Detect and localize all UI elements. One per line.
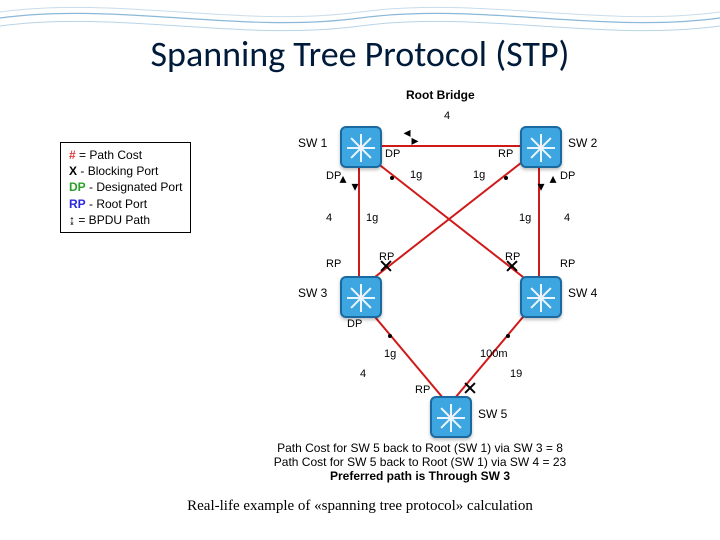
legend-row-rp: RP - Root Port xyxy=(69,196,182,212)
switch-sw3 xyxy=(340,276,382,318)
sw4-label: SW 4 xyxy=(568,286,597,300)
bpdu-dot xyxy=(506,334,510,338)
sw1-label: SW 1 xyxy=(298,136,327,150)
slide-title: Spanning Tree Protocol (STP) xyxy=(0,32,720,76)
switch-sw4 xyxy=(520,276,562,318)
stp-diagram: Root Bridge # = Path Cost X - Blocking P… xyxy=(60,96,660,466)
port-sw1-down: DP xyxy=(326,170,341,182)
bpdu-icon: ▾ xyxy=(351,181,358,191)
root-bridge-label: Root Bridge xyxy=(406,88,475,102)
legend-box: # = Path Cost X - Blocking Port DP - Des… xyxy=(60,142,191,233)
cost-sw3-sw5: 4 xyxy=(360,368,366,380)
sw5-label: SW 5 xyxy=(478,407,507,421)
switch-sw1 xyxy=(340,126,382,168)
bpdu-dot xyxy=(390,176,394,180)
port-sw3-diag: RP xyxy=(379,251,394,263)
speed-sw1-sw4: 1g xyxy=(410,169,422,181)
sw3-label: SW 3 xyxy=(298,286,327,300)
cost-sw2-sw4: 4 xyxy=(564,212,570,224)
speed-sw4-sw5: 100m xyxy=(480,348,508,360)
port-sw3-down: DP xyxy=(347,318,362,330)
cost-sw1-sw3: 4 xyxy=(326,212,332,224)
bpdu-icon: ▴ xyxy=(549,173,556,183)
switch-sw2 xyxy=(520,126,562,168)
path-line1: Path Cost for SW 5 back to Root (SW 1) v… xyxy=(210,441,630,455)
bpdu-icon: ▸ xyxy=(411,135,418,145)
bpdu-dot xyxy=(388,334,392,338)
port-sw4-diag: RP xyxy=(505,251,520,263)
legend-row-cost: # = Path Cost xyxy=(69,147,182,163)
bpdu-icon: ◂ xyxy=(403,127,410,137)
bpdu-dot xyxy=(504,176,508,180)
port-sw5-up: RP xyxy=(415,384,430,396)
port-sw1-right: DP xyxy=(385,148,400,160)
path-cost-text: Path Cost for SW 5 back to Root (SW 1) v… xyxy=(210,441,630,483)
legend-row-dp: DP - Designated Port xyxy=(69,179,182,195)
speed-sw1-sw3: 1g xyxy=(366,212,378,224)
cost-sw1-sw2: 4 xyxy=(444,110,450,122)
path-line3: Preferred path is Through SW 3 xyxy=(210,469,630,483)
block-sw5-right xyxy=(464,382,476,394)
sw2-label: SW 2 xyxy=(568,136,597,150)
path-line2: Path Cost for SW 5 back to Root (SW 1) v… xyxy=(210,455,630,469)
speed-sw2-sw4: 1g xyxy=(519,212,531,224)
legend-row-blocking: X - Blocking Port xyxy=(69,163,182,179)
slide-caption: Real-life example of «spanning tree prot… xyxy=(0,498,720,515)
switch-sw5 xyxy=(430,396,472,438)
bpdu-icon: ▾ xyxy=(537,181,544,191)
port-sw2-down: DP xyxy=(560,170,575,182)
legend-row-bpdu: ↨ = BPDU Path xyxy=(69,212,182,228)
port-sw4-up: RP xyxy=(560,258,575,270)
speed-sw2-sw3: 1g xyxy=(473,169,485,181)
cost-sw4-sw5: 19 xyxy=(510,368,522,380)
port-sw2-left: RP xyxy=(498,148,513,160)
port-sw3-up: RP xyxy=(326,258,341,270)
link-sw1-sw2 xyxy=(378,145,520,147)
speed-sw3-sw5: 1g xyxy=(384,348,396,360)
